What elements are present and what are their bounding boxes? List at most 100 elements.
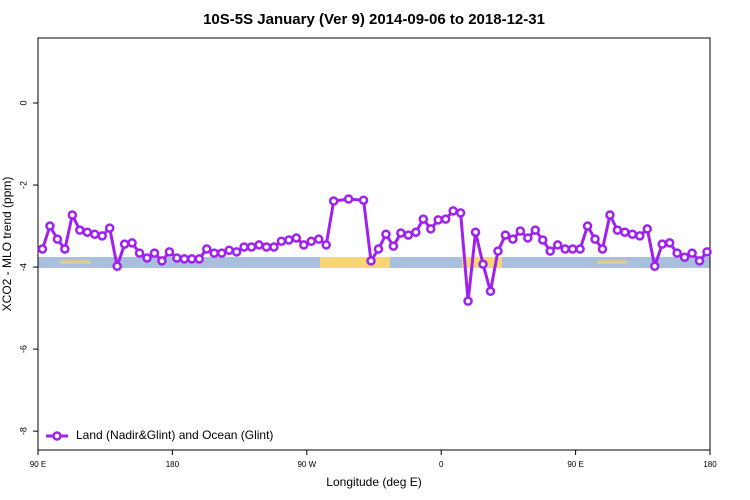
legend-marker — [52, 431, 62, 441]
data-point — [694, 256, 705, 266]
data-point — [508, 234, 518, 244]
data-point — [455, 208, 466, 218]
data-point — [119, 239, 130, 249]
data-point — [567, 244, 578, 254]
data-point — [396, 228, 406, 238]
data-point — [597, 244, 608, 254]
data-point — [246, 242, 257, 252]
data-point — [679, 252, 690, 262]
data-point — [552, 240, 563, 250]
x-axis-label: Longitude (deg E) — [326, 475, 421, 489]
data-point — [470, 227, 481, 237]
y-tick-label: -6 — [18, 345, 28, 353]
data-point — [515, 226, 526, 236]
data-point — [231, 247, 242, 257]
data-point — [664, 238, 675, 248]
data-point — [388, 241, 399, 251]
x-tick-label: 0 — [439, 460, 444, 469]
data-point — [97, 231, 107, 241]
land-band — [597, 260, 627, 264]
data-point — [657, 239, 667, 249]
x-tick-label: 180 — [703, 460, 717, 469]
data-point — [343, 194, 354, 204]
y-tick-label: -4 — [18, 263, 28, 271]
data-point — [306, 236, 317, 246]
land-band — [320, 257, 390, 268]
land-band — [60, 260, 90, 264]
data-point — [157, 256, 167, 266]
data-point — [67, 210, 78, 220]
data-point — [358, 195, 369, 205]
data-point — [224, 245, 234, 256]
data-point — [493, 246, 503, 256]
data-point — [179, 254, 190, 264]
data-point — [649, 261, 660, 272]
data-point — [381, 229, 391, 240]
data-point — [276, 236, 287, 246]
y-tick-label: -8 — [18, 427, 28, 435]
data-point — [545, 246, 555, 256]
data-point — [575, 244, 585, 254]
data-point — [411, 227, 421, 237]
data-point — [620, 227, 630, 237]
data-point — [582, 221, 593, 231]
data-point — [82, 227, 93, 237]
data-point — [425, 224, 436, 234]
data-point — [328, 196, 339, 206]
data-point — [605, 210, 615, 220]
data-point — [187, 254, 197, 264]
x-tick-label: 90 E — [30, 460, 46, 469]
data-point — [448, 206, 458, 216]
data-point — [45, 221, 55, 231]
y-tick-label: 0 — [18, 101, 28, 106]
data-point — [433, 215, 443, 225]
data-point — [75, 225, 85, 235]
data-point — [560, 244, 570, 254]
data-point — [530, 225, 541, 235]
data-point — [284, 235, 294, 245]
data-point — [687, 248, 697, 258]
data-point — [537, 235, 548, 245]
data-point — [418, 214, 429, 224]
y-tick-label: -2 — [18, 181, 28, 189]
data-point — [463, 296, 473, 306]
data-point — [194, 254, 205, 264]
data-point — [478, 259, 488, 269]
plot-frame — [37, 37, 711, 451]
data-point — [313, 234, 324, 244]
data-point — [321, 240, 331, 250]
data-point — [500, 230, 511, 240]
data-point — [254, 240, 264, 250]
data-point — [291, 233, 302, 243]
data-point — [366, 256, 376, 266]
data-point — [52, 234, 63, 244]
data-point — [642, 224, 653, 234]
data-point — [112, 261, 122, 272]
data-point — [702, 247, 712, 257]
data-point — [299, 240, 309, 250]
data-point — [134, 248, 145, 258]
data-point — [201, 244, 212, 254]
data-point — [37, 244, 48, 254]
data-point — [142, 253, 152, 263]
data-point — [216, 248, 227, 258]
y-axis-label: XCO2 - MLO trend (ppm) — [0, 177, 14, 312]
data-point — [485, 286, 496, 297]
data-point — [104, 223, 115, 233]
data-point — [269, 242, 279, 252]
data-point — [149, 248, 160, 258]
data-point — [127, 238, 137, 248]
data-point — [627, 229, 638, 240]
data-point — [239, 242, 249, 252]
data-point — [172, 253, 182, 263]
data-point — [261, 242, 272, 252]
data-point — [635, 231, 645, 241]
data-point — [209, 248, 219, 258]
data-point — [89, 229, 100, 240]
data-point — [373, 244, 384, 254]
x-tick-label: 180 — [166, 460, 180, 469]
x-tick-label: 90 E — [567, 460, 583, 469]
data-point — [612, 225, 623, 235]
data-point — [672, 248, 682, 258]
